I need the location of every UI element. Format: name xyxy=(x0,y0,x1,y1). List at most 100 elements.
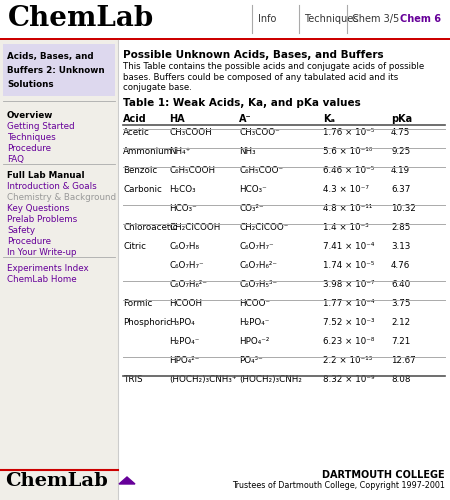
Text: Kₐ: Kₐ xyxy=(323,114,335,124)
Text: 4.75: 4.75 xyxy=(391,128,410,137)
Text: TRIS: TRIS xyxy=(123,375,143,384)
Text: Chemistry & Background: Chemistry & Background xyxy=(7,193,116,202)
Text: C₆H₅COO⁻: C₆H₅COO⁻ xyxy=(239,166,283,175)
Text: NH₃: NH₃ xyxy=(239,147,256,156)
Text: C₆O₇H₅³⁻: C₆O₇H₅³⁻ xyxy=(239,280,277,289)
Text: NH₄⁺: NH₄⁺ xyxy=(169,147,190,156)
Bar xyxy=(0,38,450,40)
Text: 1.74 × 10⁻⁵: 1.74 × 10⁻⁵ xyxy=(323,261,374,270)
Text: (HOCH₂)₃CNH₂: (HOCH₂)₃CNH₂ xyxy=(239,375,302,384)
Text: Overview: Overview xyxy=(7,111,54,120)
Text: H₂PO₄⁻: H₂PO₄⁻ xyxy=(169,337,199,346)
Text: Chloroacetic: Chloroacetic xyxy=(123,223,178,232)
Text: 12.67: 12.67 xyxy=(391,356,416,365)
Text: Possible Unknown Acids, Bases, and Buffers: Possible Unknown Acids, Bases, and Buffe… xyxy=(123,50,383,60)
Text: 1.77 × 10⁻⁴: 1.77 × 10⁻⁴ xyxy=(323,299,374,308)
Text: Getting Started: Getting Started xyxy=(7,122,75,131)
Text: 4.76: 4.76 xyxy=(391,261,410,270)
Text: Techniques: Techniques xyxy=(304,14,358,24)
Polygon shape xyxy=(119,477,135,484)
Text: Introduction & Goals: Introduction & Goals xyxy=(7,182,97,191)
Text: 3.13: 3.13 xyxy=(391,242,410,251)
Text: In Your Write-up: In Your Write-up xyxy=(7,248,77,257)
Text: HPO₄²⁻: HPO₄²⁻ xyxy=(169,356,199,365)
Text: PO₄³⁻: PO₄³⁻ xyxy=(239,356,263,365)
Text: HCOOH: HCOOH xyxy=(169,299,202,308)
Text: (HOCH₂)₃CNH₃⁺: (HOCH₂)₃CNH₃⁺ xyxy=(169,375,237,384)
Text: Citric: Citric xyxy=(123,242,146,251)
Text: Techniques: Techniques xyxy=(7,133,56,142)
Bar xyxy=(3,44,115,96)
Text: Acids, Bases, and: Acids, Bases, and xyxy=(7,52,94,61)
Text: 7.41 × 10⁻⁴: 7.41 × 10⁻⁴ xyxy=(323,242,374,251)
Text: HPO₄⁻²: HPO₄⁻² xyxy=(239,337,270,346)
Text: Acetic: Acetic xyxy=(123,128,150,137)
Text: ChemLab: ChemLab xyxy=(8,6,154,32)
Bar xyxy=(0,0,450,38)
Text: CO₃²⁻: CO₃²⁻ xyxy=(239,204,264,213)
Text: Benzoic: Benzoic xyxy=(123,166,157,175)
Text: Prelab Problems: Prelab Problems xyxy=(7,215,77,224)
Text: Phosphoric: Phosphoric xyxy=(123,318,171,327)
Text: Solutions: Solutions xyxy=(7,80,54,89)
Text: 6.23 × 10⁻⁸: 6.23 × 10⁻⁸ xyxy=(323,337,374,346)
Text: H₃PO₄: H₃PO₄ xyxy=(169,318,195,327)
Text: 9.25: 9.25 xyxy=(391,147,410,156)
Text: CH₂ClCOO⁻: CH₂ClCOO⁻ xyxy=(239,223,288,232)
Text: 1.4 × 10⁻³: 1.4 × 10⁻³ xyxy=(323,223,369,232)
Text: Trustees of Dartmouth College, Copyright 1997-2001: Trustees of Dartmouth College, Copyright… xyxy=(232,481,445,490)
Text: CH₃COOH: CH₃COOH xyxy=(169,128,212,137)
Text: Procedure: Procedure xyxy=(7,237,51,246)
Text: 2.85: 2.85 xyxy=(391,223,410,232)
Text: ChemLab Home: ChemLab Home xyxy=(7,275,77,284)
Text: Key Questions: Key Questions xyxy=(7,204,69,213)
Text: Chem 6: Chem 6 xyxy=(400,14,441,24)
Text: C₆O₇H₈: C₆O₇H₈ xyxy=(169,242,199,251)
Text: C₆H₅COOH: C₆H₅COOH xyxy=(169,166,215,175)
Text: bases. Buffers could be composed of any tabulated acid and its: bases. Buffers could be composed of any … xyxy=(123,72,398,82)
Text: pKa: pKa xyxy=(391,114,412,124)
Text: CH₂ClCOOH: CH₂ClCOOH xyxy=(169,223,220,232)
Text: C₆O₇H₇⁻: C₆O₇H₇⁻ xyxy=(169,261,203,270)
Text: 3.75: 3.75 xyxy=(391,299,410,308)
Text: 10.32: 10.32 xyxy=(391,204,416,213)
Text: 6.40: 6.40 xyxy=(391,280,410,289)
Text: Chem 3/5: Chem 3/5 xyxy=(352,14,399,24)
Text: Experiments Index: Experiments Index xyxy=(7,264,89,273)
Text: 2.2 × 10⁻¹³: 2.2 × 10⁻¹³ xyxy=(323,356,372,365)
Text: ChemLab: ChemLab xyxy=(5,472,108,490)
Text: HCO₃⁻: HCO₃⁻ xyxy=(239,185,267,194)
Text: DARTMOUTH COLLEGE: DARTMOUTH COLLEGE xyxy=(322,470,445,480)
Text: Safety: Safety xyxy=(7,226,35,235)
Text: CH₃COO⁻: CH₃COO⁻ xyxy=(239,128,280,137)
Text: 1.76 × 10⁻⁵: 1.76 × 10⁻⁵ xyxy=(323,128,374,137)
Text: 4.8 × 10⁻¹¹: 4.8 × 10⁻¹¹ xyxy=(323,204,373,213)
Text: C₆O₇H₆²⁻: C₆O₇H₆²⁻ xyxy=(239,261,277,270)
Text: 3.98 × 10⁻⁷: 3.98 × 10⁻⁷ xyxy=(323,280,374,289)
Text: H₂CO₃: H₂CO₃ xyxy=(169,185,196,194)
Text: C₆O₇H₆²⁻: C₆O₇H₆²⁻ xyxy=(169,280,207,289)
Text: Table 1: Weak Acids, Ka, and pKa values: Table 1: Weak Acids, Ka, and pKa values xyxy=(123,98,361,108)
Text: 7.21: 7.21 xyxy=(391,337,410,346)
Text: FAQ: FAQ xyxy=(7,155,24,164)
Text: 6.46 × 10⁻⁵: 6.46 × 10⁻⁵ xyxy=(323,166,374,175)
Text: Info: Info xyxy=(258,14,276,24)
Text: 8.08: 8.08 xyxy=(391,375,410,384)
Text: 5.6 × 10⁻¹⁰: 5.6 × 10⁻¹⁰ xyxy=(323,147,373,156)
Bar xyxy=(118,40,450,500)
Text: Buffers 2: Unknown: Buffers 2: Unknown xyxy=(7,66,104,75)
Text: 4.3 × 10⁻⁷: 4.3 × 10⁻⁷ xyxy=(323,185,369,194)
Text: C₆O₇H₇⁻: C₆O₇H₇⁻ xyxy=(239,242,274,251)
Text: HA: HA xyxy=(169,114,184,124)
Text: Full Lab Manual: Full Lab Manual xyxy=(7,171,85,180)
Text: HCO₃⁻: HCO₃⁻ xyxy=(169,204,197,213)
Text: Carbonic: Carbonic xyxy=(123,185,162,194)
Text: This Table contains the possible acids and conjugate acids of possible: This Table contains the possible acids a… xyxy=(123,62,424,71)
Text: H₂PO₄⁻: H₂PO₄⁻ xyxy=(239,318,270,327)
Text: conjugate base.: conjugate base. xyxy=(123,83,192,92)
Text: 2.12: 2.12 xyxy=(391,318,410,327)
Text: 6.37: 6.37 xyxy=(391,185,410,194)
Text: Formic: Formic xyxy=(123,299,153,308)
Text: 8.32 × 10⁻⁹: 8.32 × 10⁻⁹ xyxy=(323,375,374,384)
Bar xyxy=(0,40,118,500)
